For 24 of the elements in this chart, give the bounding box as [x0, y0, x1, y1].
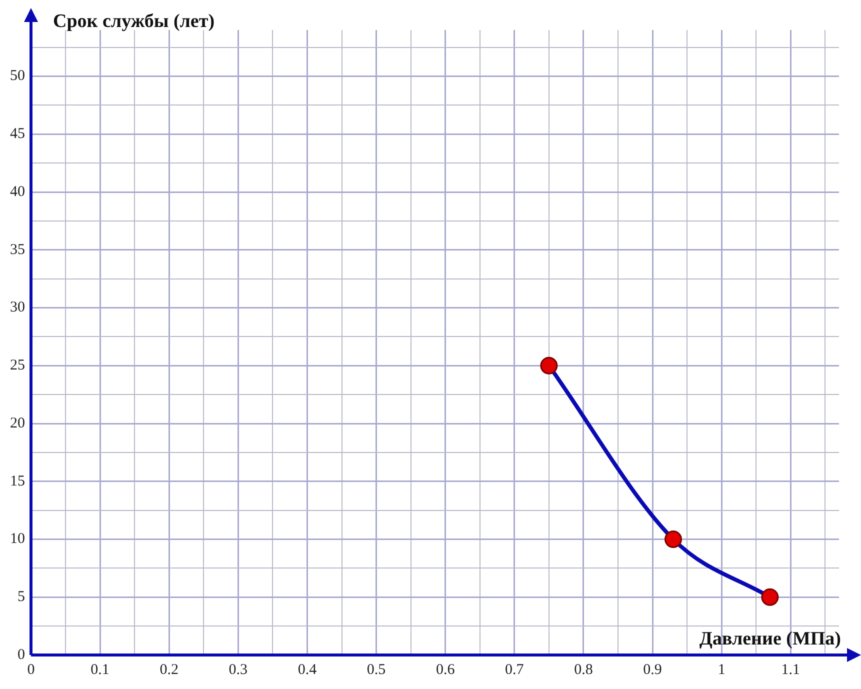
- y-tick-label: 40: [10, 184, 25, 200]
- y-tick-label: 35: [10, 242, 25, 258]
- y-tick-label: 15: [10, 473, 25, 490]
- y-tick-label: 10: [10, 531, 25, 548]
- y-tick-label: 45: [10, 126, 25, 142]
- x-tick-label: 0.6: [436, 662, 456, 678]
- x-tick-label: 0.8: [574, 662, 593, 678]
- y-tick-label: 5: [18, 589, 25, 606]
- x-tick-label: 0.3: [228, 662, 248, 678]
- x-tick-label: 0.2: [160, 662, 178, 678]
- x-tick-label: 0.7: [505, 662, 524, 678]
- y-tick-label: 25: [10, 358, 25, 374]
- y-tick-label: 0: [18, 646, 25, 663]
- x-tick-label: 0.9: [643, 662, 662, 678]
- x-tick-label: 0.5: [366, 662, 386, 678]
- y-tick-label: 20: [10, 415, 25, 432]
- x-tick-label: 1.1: [781, 662, 800, 678]
- x-axis-title: Давление (МПа): [699, 628, 841, 650]
- y-axis-title: Срок службы (лет): [53, 10, 215, 32]
- x-tick-label: 1: [718, 662, 726, 678]
- y-tick-label: 50: [10, 68, 25, 84]
- x-tick-label: 0.4: [298, 662, 318, 678]
- x-tick-label: 0.1: [90, 662, 110, 678]
- y-tick-label: 30: [10, 300, 25, 316]
